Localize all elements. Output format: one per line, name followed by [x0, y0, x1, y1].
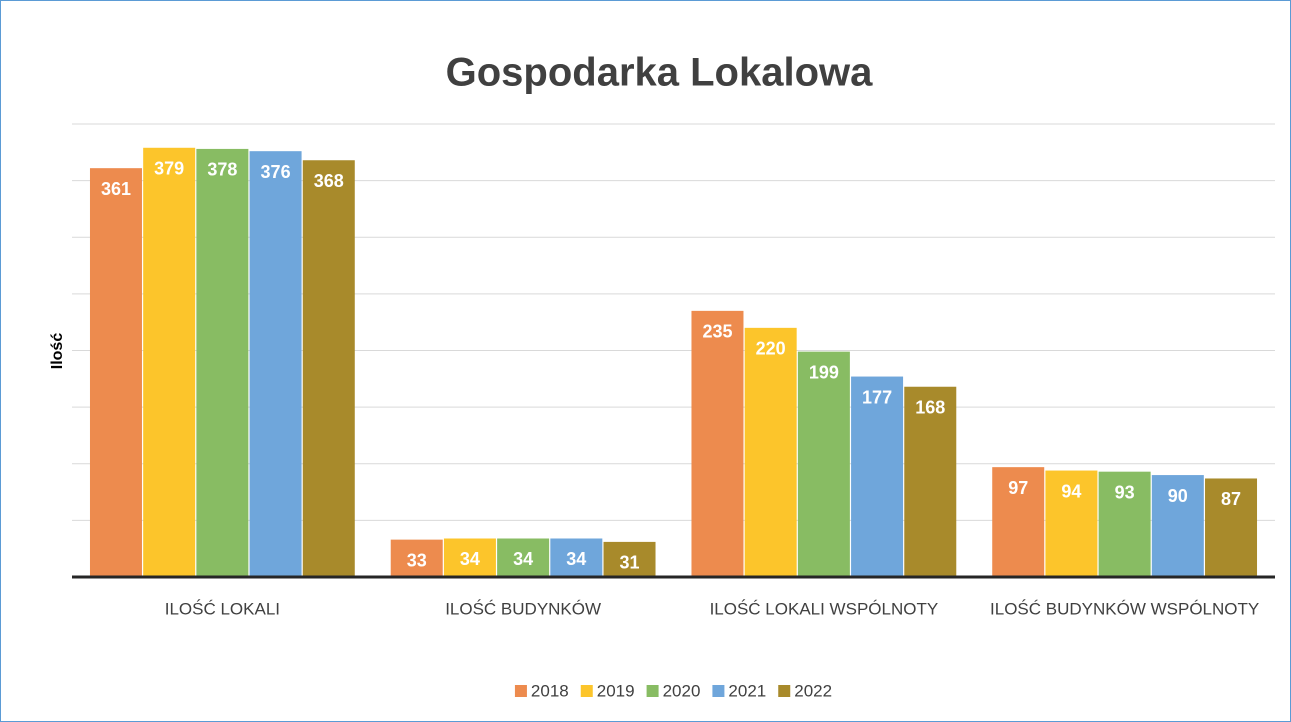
bar [196, 148, 249, 578]
legend-label: 2019 [597, 681, 635, 700]
data-label: 90 [1168, 486, 1188, 506]
legend-label: 2021 [728, 681, 766, 700]
x-tick-label: ILOŚĆ LOKALI [165, 599, 280, 618]
bar [1205, 478, 1258, 577]
x-tick-label: ILOŚĆ LOKALI WSPÓLNOTY [710, 599, 939, 618]
data-label: 199 [809, 362, 839, 382]
data-label: 33 [407, 550, 427, 570]
data-label: 31 [620, 553, 640, 573]
bar [1151, 475, 1204, 577]
bar [1045, 470, 1098, 577]
bar [691, 310, 744, 577]
bar [851, 376, 904, 577]
bar [390, 539, 443, 577]
data-label: 93 [1115, 482, 1135, 502]
legend-label: 2020 [663, 681, 701, 700]
bar [992, 467, 1045, 577]
data-label: 34 [460, 549, 480, 569]
data-label: 220 [756, 339, 786, 359]
legend-swatch [580, 685, 593, 697]
bar [603, 541, 656, 577]
legend-swatch [646, 685, 659, 697]
data-label: 235 [702, 322, 732, 342]
x-tick-label: ILOŚĆ BUDYNKÓW WSPÓLNOTY [990, 599, 1259, 618]
bar [550, 538, 603, 577]
x-tick-label: ILOŚĆ BUDYNKÓW [445, 599, 601, 618]
bar [143, 147, 196, 577]
data-label: 34 [566, 549, 586, 569]
chart-title: Gospodarka Lokalowa [446, 51, 874, 95]
bar [904, 386, 957, 577]
legend-swatch [514, 685, 527, 697]
bar [1098, 471, 1151, 577]
legend-swatch [778, 685, 791, 697]
bar [249, 151, 302, 577]
data-label: 378 [207, 160, 237, 180]
bar [497, 538, 550, 577]
data-label: 97 [1008, 478, 1028, 498]
bar [89, 168, 142, 578]
data-label: 376 [261, 162, 291, 182]
data-label: 379 [154, 159, 184, 179]
data-label: 34 [513, 549, 533, 569]
legend-label: 2022 [794, 681, 832, 700]
bar [797, 351, 850, 577]
data-label: 94 [1061, 481, 1081, 501]
legend-swatch [712, 685, 725, 697]
bar [744, 327, 797, 577]
data-label: 368 [314, 171, 344, 191]
data-label: 87 [1221, 489, 1241, 509]
data-label: 168 [915, 397, 945, 417]
bar [302, 160, 355, 578]
legend-label: 2018 [531, 681, 569, 700]
legend: 2018 2019 2020 2021 2022 [514, 681, 832, 700]
data-label: 361 [101, 179, 131, 199]
y-axis-label: Ilość [49, 333, 66, 370]
bar [443, 538, 496, 577]
data-label: 177 [862, 387, 892, 407]
